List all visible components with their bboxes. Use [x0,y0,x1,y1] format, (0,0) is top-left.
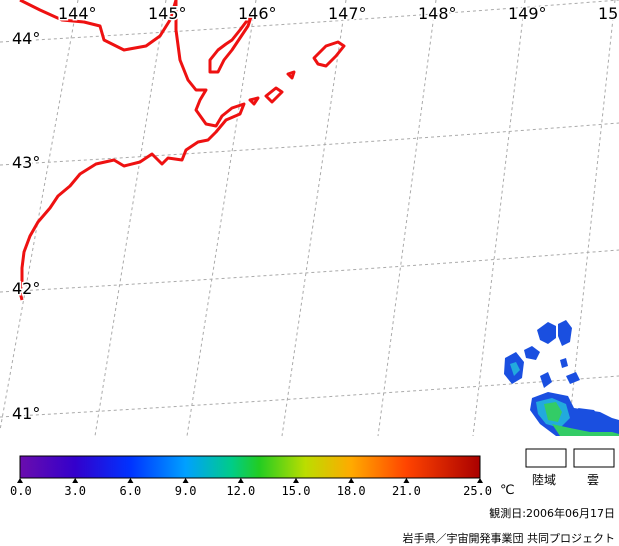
color-scale-tick-mark [72,478,79,483]
meridian-149 [472,0,526,437]
color-scale-tick-mark [237,478,244,483]
lon-label-147: 147° [328,4,367,23]
color-scale-tick-label: 3.0 [64,484,86,498]
land-swatch [525,448,567,468]
coastline-shiretoko-peninsula [208,12,254,74]
coastline [18,0,346,301]
color-scale-tick-label: 12.0 [226,484,255,498]
coastline-shiretoko-bay [18,0,246,301]
meridian-148 [377,0,437,437]
sst-patch-blue-8 [578,408,600,418]
cloud-swatch [573,448,615,468]
lat-label-41: 41° [12,404,40,423]
color-scale-tick-label: 15.0 [282,484,311,498]
coastline-north [19,0,178,52]
color-scale: 0.0 3.0 6.0 9.0 12.0 15.0 18.0 21.0 25.0 ℃ [10,455,515,498]
sst-patch-blue-3 [524,346,540,360]
meridian-147 [281,0,347,437]
color-scale-unit: ℃ [500,483,515,498]
lon-label-150: 15 [598,4,618,23]
mask-legend: 陸域 雲 [525,448,615,487]
color-scale-tick-label: 6.0 [120,484,142,498]
sst-patch-main-green [544,402,562,422]
lon-label-148: 148° [418,4,457,23]
island-shikotan [286,70,296,80]
graticule [0,0,619,437]
color-scale-tick-label: 21.0 [392,484,421,498]
lon-label-146: 146° [238,4,277,23]
meridian-150 [567,0,616,437]
observation-date: 観測日:2006年06月17日 [489,507,615,520]
color-scale-bar [19,455,481,479]
sst-patch-blue-1 [537,322,556,344]
color-scale-tick-label: 0.0 [10,484,32,498]
sst-patch-blue-6 [566,372,580,384]
color-scale-tick-mark [182,478,189,483]
color-scale-tick-mark [403,478,410,483]
color-scale-tick-label: 25.0 [463,484,492,498]
color-scale-tick-mark [477,478,483,483]
project-credit: 岩手県／宇宙開発事業団 共同プロジェクト [402,532,616,545]
sst-patch-blue-5 [540,372,552,388]
sst-patch-cyan-1 [510,362,520,376]
color-scale-tick-mark [127,478,134,483]
parallel-43 [0,122,619,166]
lat-label-42: 42° [12,279,40,298]
lat-label-44: 44° [12,29,40,48]
island-kunashir-2 [264,86,284,104]
sst-patch-blue-7 [560,358,568,368]
meridian-144 [0,0,79,431]
color-scale-tick-mark [293,478,299,483]
meridian-146 [186,0,257,437]
land-label: 陸域 [532,473,556,487]
cloud-label: 雲 [587,473,599,487]
latitude-labels: 44° 43° 42° 41° [11,28,42,425]
meridian-145 [94,0,167,437]
color-scale-tick-mark [348,478,355,483]
island-iturup [312,40,346,68]
lat-label-43: 43° [12,153,40,172]
parallel-41 [0,375,619,418]
parallel-44 [0,0,619,43]
lon-label-145: 145° [148,4,187,23]
color-scale-ticks: 0.0 3.0 6.0 9.0 12.0 15.0 18.0 21.0 25.0 [10,478,492,498]
color-scale-tick-label: 18.0 [337,484,366,498]
parallel-42 [0,249,619,293]
lon-label-144: 144° [58,4,97,23]
color-scale-tick-mark [17,478,23,483]
sst-data-patches [504,320,619,436]
lon-label-149: 149° [508,4,547,23]
longitude-labels: 144° 145° 146° 147° 148° 149° 15 [57,3,619,25]
color-scale-tick-label: 9.0 [175,484,197,498]
sst-patch-blue-2 [558,320,572,346]
island-kunashir-1 [248,96,260,106]
sst-patch-green-band [552,424,619,436]
